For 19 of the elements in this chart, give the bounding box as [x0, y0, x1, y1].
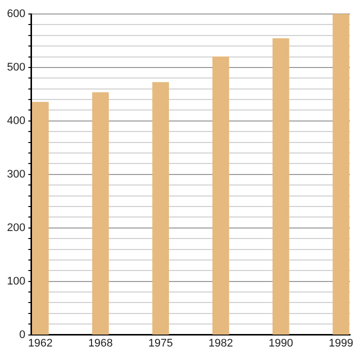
x-tick-label: 1975: [148, 337, 173, 350]
x-tick-label: 1968: [88, 337, 113, 350]
x-tick-label: 1982: [208, 337, 233, 350]
x-tick-label: 1990: [268, 337, 294, 350]
x-tick-label: 1962: [28, 337, 53, 350]
y-tick-label: 400: [6, 114, 26, 127]
y-tick-label: 0: [19, 328, 26, 341]
y-tick-label: 500: [6, 62, 26, 74]
x-tick-label: 1999: [328, 337, 354, 350]
y-tick-label: 300: [6, 168, 26, 180]
bar: [332, 14, 350, 335]
y-tick-label: 600: [6, 8, 26, 20]
bar: [32, 102, 49, 335]
bar: [92, 92, 109, 335]
y-tick-label: 100: [6, 275, 26, 288]
bar: [152, 82, 169, 335]
bar: [272, 38, 290, 335]
bar: [212, 56, 230, 335]
y-tick-label: 200: [6, 222, 26, 234]
